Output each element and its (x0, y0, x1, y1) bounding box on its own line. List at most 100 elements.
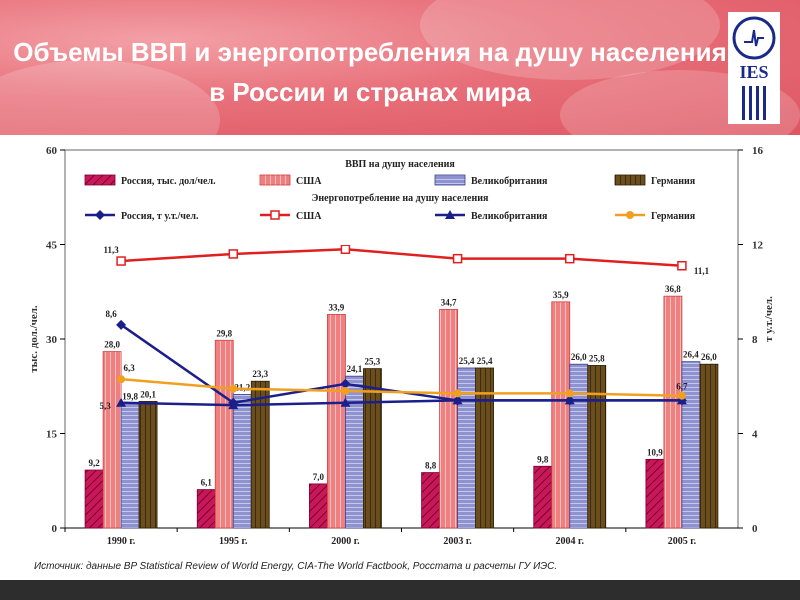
russia-gdp-bar (196, 489, 216, 529)
bar-value-label: 8,8 (425, 461, 437, 471)
bar-value-label: 26,4 (683, 350, 699, 360)
usa-gdp-bar (214, 339, 234, 529)
usa-gdp-bar (439, 308, 458, 529)
bar-value-label: 21,2 (234, 382, 250, 392)
footer-bar (0, 580, 800, 600)
usa-energy-point (116, 256, 126, 266)
russia-gdp-bar (533, 465, 553, 529)
bar-value-label: 23,3 (252, 369, 268, 379)
bar-value-label: 34,7 (441, 297, 457, 307)
source-note: Источник: данные BP Statistical Review o… (34, 561, 558, 572)
bar-value-label: 35,9 (553, 290, 569, 300)
bar-value-label: 9,2 (88, 458, 100, 468)
uk-gdp-bar (345, 375, 364, 529)
germany-energy-line (120, 377, 682, 397)
germany-gdp-bar (475, 367, 494, 529)
bar-value-label: 26,0 (571, 352, 587, 362)
uk-gdp-legend-swatch (434, 174, 466, 186)
bar-value-label: 10,9 (647, 447, 663, 457)
usa-energy-legend-marker (270, 210, 280, 220)
uk-energy-point (116, 397, 127, 407)
uk-energy-point (452, 395, 463, 405)
germany-energy-point (229, 384, 238, 393)
russia-energy-legend-marker (95, 210, 105, 220)
germany-gdp-legend-swatch (614, 174, 646, 186)
slide-title: Объемы ВВП и энергопотребления на душу н… (13, 37, 727, 107)
uk-energy-point (340, 397, 351, 407)
russia-energy-point (340, 378, 351, 389)
line-value-label: 11,1 (694, 266, 710, 276)
y2-tick-label: 16 (752, 145, 764, 157)
x-tick-label: 1995 г. (219, 536, 248, 547)
x-tick-label: 2005 г. (668, 536, 697, 547)
bar-value-label: 29,8 (216, 328, 232, 338)
germany-gdp-bar (587, 365, 607, 529)
bar-value-label: 25,8 (589, 353, 605, 363)
y-tick-label: 60 (46, 145, 58, 157)
bar-value-label: 25,3 (365, 357, 381, 367)
germany-gdp-bar (363, 368, 382, 529)
bar-value-label: 33,9 (329, 302, 345, 312)
usa-energy-point (677, 261, 687, 271)
usa-gdp-bar (663, 295, 683, 529)
legend-label: Россия, т у.т./чел. (121, 211, 199, 222)
y2-axis-label: т у.т./чел. (763, 296, 775, 342)
uk-gdp-bar (120, 402, 140, 529)
gdp-energy-chart: 0 15 30 45 60 0 4 8 12 16 тыс. дол./чел. т у.т./чел… (28, 145, 775, 547)
germany-energy-legend-marker (626, 211, 634, 219)
uk-energy-point (676, 395, 687, 405)
uk-gdp-bar (569, 363, 589, 529)
line-value-label: 11,3 (103, 245, 119, 255)
legend-label: Великобритания (471, 176, 548, 187)
legend-label: Россия, тыс. дол/чел. (121, 176, 216, 187)
chart-panel: 0 15 30 45 60 0 4 8 12 16 тыс. дол./чел. т у.т./чел… (15, 135, 785, 580)
usa-energy-line (121, 247, 682, 268)
ies-logo: IES (728, 12, 780, 124)
usa-energy-point (228, 249, 238, 259)
uk-energy-legend-marker (445, 210, 455, 219)
y-tick-label: 15 (46, 429, 58, 441)
x-tick-label: 2003 г. (443, 536, 472, 547)
y2-tick-label: 12 (752, 240, 764, 252)
y-tick-label: 0 (52, 523, 58, 535)
germany-energy-point (677, 391, 686, 400)
y2-tick-label: 0 (752, 523, 758, 535)
line-value-label: 6,7 (676, 382, 688, 392)
usa-energy-point (565, 253, 575, 264)
russia-energy-point (116, 319, 127, 330)
bar-value-label: 26,0 (701, 352, 717, 362)
y2-tick-label: 4 (752, 429, 758, 441)
usa-gdp-bar (327, 314, 346, 529)
germany-energy-point (341, 386, 350, 395)
line-value-label: 5,3 (99, 401, 111, 411)
x-tick-label: 1990 г. (107, 536, 136, 547)
russia-gdp-bar (309, 483, 328, 529)
y2-tick-label: 8 (752, 334, 758, 346)
germany-gdp-bar (250, 380, 270, 529)
legend-lines-title: Энергопотребление на душу населения (312, 193, 489, 204)
bar-value-label: 25,4 (459, 356, 475, 366)
germany-energy-point (453, 389, 462, 398)
x-tick-label: 2004 г. (556, 536, 585, 547)
bar-value-label: 9,8 (537, 454, 549, 464)
russia-gdp-bar (421, 472, 440, 529)
y-tick-label: 30 (46, 334, 58, 346)
bar-value-label: 7,0 (313, 472, 325, 482)
usa-energy-point (340, 244, 351, 254)
line-value-label: 8,6 (105, 309, 117, 319)
usa-gdp-bar (551, 301, 571, 529)
uk-gdp-bar (232, 394, 252, 529)
germany-energy-point (117, 375, 126, 384)
uk-energy-line (121, 399, 682, 407)
usa-energy-point (452, 253, 463, 264)
germany-gdp-bar (138, 400, 158, 529)
bar-value-label: 36,8 (665, 284, 681, 294)
x-tick-label: 2000 г. (331, 536, 360, 547)
line-value-label: 6,3 (123, 363, 135, 373)
legend-box (77, 155, 717, 245)
usa-gdp-legend-swatch (259, 174, 291, 186)
bar-value-label: 28,0 (104, 340, 120, 350)
germany-energy-point (565, 389, 574, 398)
legend-label: Великобритания (471, 211, 548, 222)
bar-value-label: 25,4 (477, 356, 493, 366)
